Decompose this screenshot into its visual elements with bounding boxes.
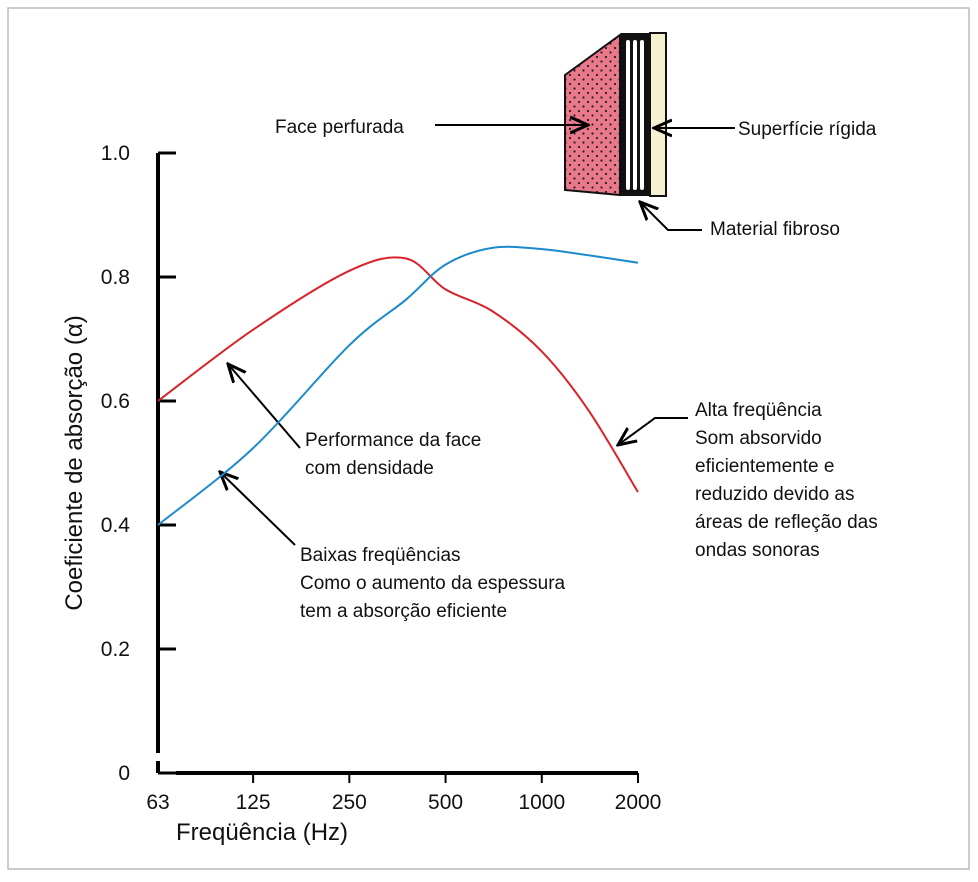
- line-series: [157, 256, 639, 493]
- annotation: Som absorvido: [695, 428, 822, 449]
- y-tick-label: 0.6: [101, 390, 130, 413]
- y-tick-label: 1.0: [101, 142, 130, 165]
- annotation: eficientemente e: [695, 456, 834, 477]
- frame: [7, 7, 970, 870]
- x-tick-label: 125: [236, 791, 271, 814]
- annotation: Superfície rígida: [738, 119, 877, 140]
- annotation: Como o aumento da espessura: [300, 573, 566, 594]
- annotation: Performance da face: [305, 430, 481, 451]
- annotation: com densidade: [305, 458, 434, 479]
- annotation: reduzido devido as: [695, 484, 855, 505]
- annotation: tem a absorção eficiente: [300, 601, 507, 622]
- x-tick-label: 250: [332, 791, 367, 814]
- x-tick-label: 500: [428, 791, 463, 814]
- line-series: [157, 245, 639, 526]
- annotation: ondas sonoras: [695, 540, 820, 561]
- annotation: áreas de refleção das: [695, 512, 878, 533]
- annotation: Baixas freqüências: [300, 545, 461, 566]
- annotation-arrows: [220, 125, 735, 546]
- y-tick-label: 0.4: [101, 514, 131, 537]
- annotation: Alta freqüência: [695, 400, 822, 421]
- x-tick-label: 63: [146, 791, 169, 814]
- x-tick-label: 2000: [615, 791, 662, 814]
- y-tick-label: 0: [118, 762, 130, 785]
- x-tick-label: 1000: [518, 791, 565, 814]
- panel-illustration: [564, 32, 667, 197]
- y-tick-label: 0.2: [101, 638, 130, 661]
- y-axis-label: Coeficiente de absorção (α): [61, 315, 88, 610]
- annotation: Material fibroso: [710, 219, 840, 240]
- x-axis-label: Freqüência (Hz): [176, 819, 348, 846]
- annotation: Face perfurada: [275, 117, 404, 138]
- y-tick-label: 0.8: [101, 266, 130, 289]
